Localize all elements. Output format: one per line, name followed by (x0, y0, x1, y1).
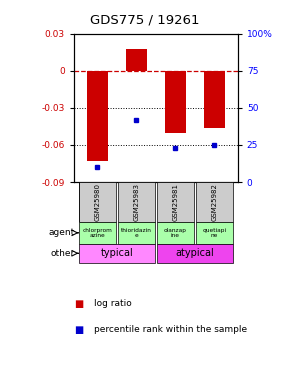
Text: percentile rank within the sample: percentile rank within the sample (94, 326, 247, 334)
Bar (79, 222, 116, 244)
Bar (157, 244, 233, 262)
Bar (157, 222, 194, 244)
Bar (204, 71, 225, 128)
Text: olanzap
ine: olanzap ine (164, 228, 187, 238)
Text: typical: typical (101, 248, 133, 258)
Text: atypical: atypical (175, 248, 214, 258)
Bar (126, 49, 147, 71)
Bar (196, 182, 233, 222)
Text: ■: ■ (74, 299, 83, 309)
Bar (196, 222, 233, 244)
Text: other: other (50, 249, 74, 258)
Text: log ratio: log ratio (94, 299, 132, 308)
Bar (87, 71, 108, 161)
Text: GSM25983: GSM25983 (133, 183, 139, 221)
Text: GSM25982: GSM25982 (211, 183, 218, 221)
Bar (165, 71, 186, 133)
Text: thioridazin
e: thioridazin e (121, 228, 152, 238)
Text: chlorprom
azine: chlorprom azine (82, 228, 112, 238)
Bar (79, 182, 116, 222)
Bar (157, 182, 194, 222)
Bar (79, 244, 155, 262)
Text: GSM25980: GSM25980 (94, 183, 100, 221)
Bar (118, 182, 155, 222)
Text: GSM25981: GSM25981 (172, 183, 178, 221)
Text: agent: agent (48, 228, 74, 237)
Bar (118, 222, 155, 244)
Text: GDS775 / 19261: GDS775 / 19261 (90, 13, 200, 26)
Text: quetiapi
ne: quetiapi ne (202, 228, 226, 238)
Text: ■: ■ (74, 325, 83, 335)
